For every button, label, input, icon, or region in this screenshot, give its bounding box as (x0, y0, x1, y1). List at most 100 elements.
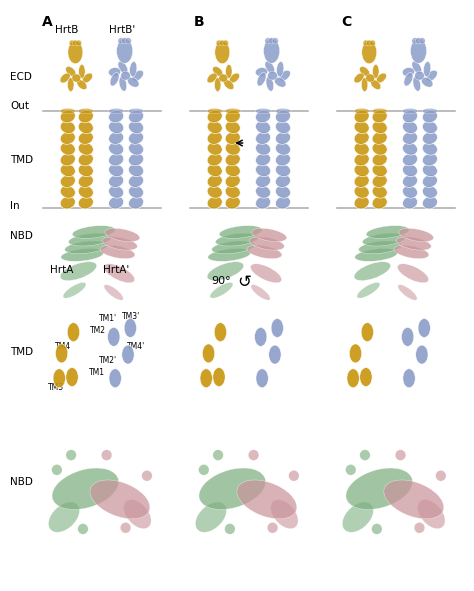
Ellipse shape (275, 175, 291, 187)
Ellipse shape (422, 153, 438, 166)
Ellipse shape (366, 226, 409, 238)
Ellipse shape (275, 121, 291, 134)
Text: NBD: NBD (10, 477, 33, 486)
Ellipse shape (255, 110, 271, 123)
Text: TM4': TM4' (128, 342, 146, 352)
Ellipse shape (354, 108, 369, 114)
Ellipse shape (208, 249, 251, 261)
Text: TM3: TM3 (48, 382, 64, 392)
Ellipse shape (354, 196, 369, 209)
Ellipse shape (207, 175, 222, 187)
Ellipse shape (128, 121, 144, 134)
Ellipse shape (402, 67, 415, 76)
Ellipse shape (359, 241, 401, 254)
Ellipse shape (264, 38, 280, 63)
Ellipse shape (422, 142, 438, 155)
Ellipse shape (418, 499, 445, 529)
Ellipse shape (426, 70, 438, 81)
Ellipse shape (354, 262, 391, 281)
Ellipse shape (68, 41, 83, 64)
Ellipse shape (255, 132, 271, 144)
Text: Out: Out (10, 102, 29, 111)
Ellipse shape (373, 64, 379, 79)
Ellipse shape (60, 175, 75, 187)
Ellipse shape (60, 262, 97, 281)
Ellipse shape (396, 237, 431, 250)
Ellipse shape (109, 369, 121, 388)
Text: In: In (10, 201, 20, 210)
Ellipse shape (213, 450, 223, 460)
Ellipse shape (422, 121, 438, 134)
Text: TM2': TM2' (99, 356, 117, 365)
Ellipse shape (266, 76, 273, 91)
Ellipse shape (372, 524, 382, 534)
Ellipse shape (118, 61, 128, 74)
Ellipse shape (215, 41, 230, 64)
Ellipse shape (237, 480, 297, 519)
Ellipse shape (402, 132, 418, 144)
Ellipse shape (257, 73, 266, 86)
Ellipse shape (225, 142, 240, 155)
Ellipse shape (372, 121, 387, 134)
Ellipse shape (354, 121, 369, 134)
Ellipse shape (275, 164, 291, 177)
Ellipse shape (78, 142, 93, 155)
Ellipse shape (109, 164, 124, 177)
Ellipse shape (90, 480, 150, 519)
Ellipse shape (223, 40, 228, 46)
Text: TM4: TM4 (55, 342, 71, 352)
Text: B: B (194, 15, 204, 29)
Ellipse shape (268, 72, 277, 80)
Ellipse shape (214, 323, 227, 342)
Ellipse shape (199, 465, 209, 475)
Ellipse shape (207, 142, 222, 155)
Ellipse shape (372, 175, 387, 187)
Ellipse shape (275, 186, 291, 198)
Ellipse shape (271, 499, 298, 529)
Ellipse shape (67, 77, 74, 92)
Ellipse shape (207, 108, 222, 114)
Ellipse shape (395, 450, 406, 460)
Ellipse shape (265, 61, 275, 74)
Ellipse shape (255, 327, 267, 346)
Ellipse shape (219, 226, 262, 238)
Ellipse shape (279, 70, 291, 81)
Ellipse shape (414, 522, 425, 533)
Ellipse shape (398, 264, 428, 282)
Ellipse shape (128, 175, 144, 187)
Ellipse shape (102, 237, 137, 250)
Ellipse shape (229, 73, 239, 83)
Ellipse shape (354, 153, 369, 166)
Ellipse shape (268, 38, 275, 44)
Text: C: C (341, 15, 351, 29)
Ellipse shape (402, 121, 418, 134)
Ellipse shape (121, 38, 128, 44)
Ellipse shape (60, 121, 75, 134)
Ellipse shape (142, 470, 152, 481)
Ellipse shape (275, 108, 291, 114)
Text: TM1': TM1' (99, 314, 117, 323)
Ellipse shape (422, 196, 438, 209)
Ellipse shape (255, 175, 271, 187)
Ellipse shape (252, 228, 287, 242)
Ellipse shape (79, 64, 85, 79)
Ellipse shape (422, 132, 438, 144)
Ellipse shape (119, 76, 127, 91)
Ellipse shape (363, 40, 369, 46)
Ellipse shape (347, 369, 359, 388)
Ellipse shape (366, 40, 372, 46)
Ellipse shape (125, 38, 131, 44)
Ellipse shape (109, 186, 124, 198)
Ellipse shape (55, 344, 68, 363)
Ellipse shape (224, 80, 234, 90)
Ellipse shape (355, 249, 398, 261)
Ellipse shape (370, 40, 375, 46)
Ellipse shape (276, 61, 284, 77)
Text: TM3': TM3' (122, 311, 140, 321)
Ellipse shape (67, 323, 80, 342)
Ellipse shape (78, 175, 93, 187)
Ellipse shape (60, 110, 75, 123)
Ellipse shape (48, 502, 80, 532)
Ellipse shape (207, 73, 217, 83)
Ellipse shape (52, 465, 62, 475)
